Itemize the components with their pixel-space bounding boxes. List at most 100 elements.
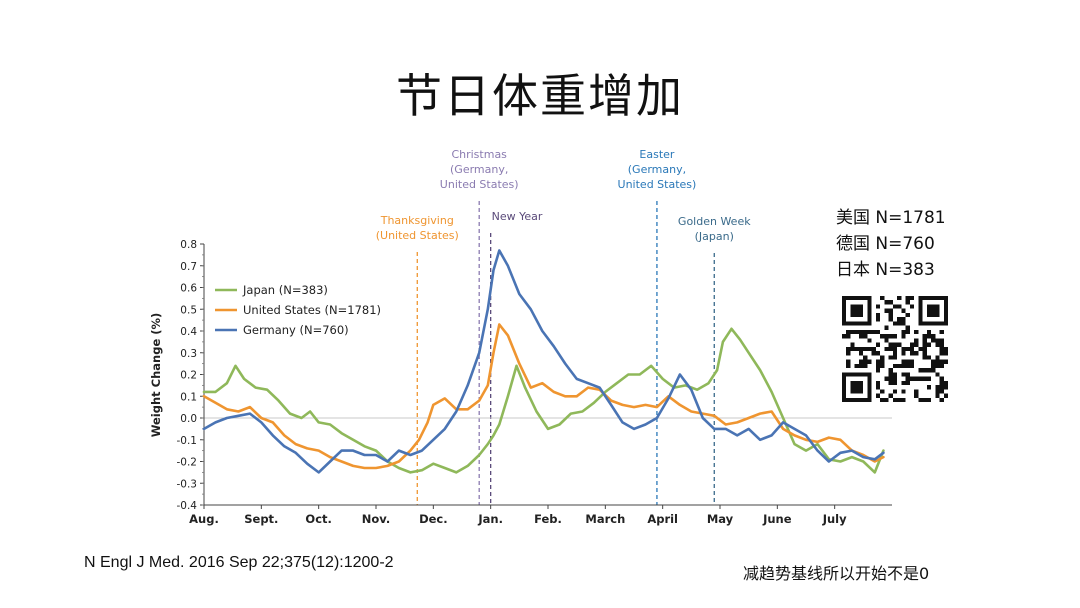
qr-cell [858,329,864,335]
qr-cell [875,329,881,335]
qr-cell [846,329,851,335]
qr-cell [922,376,927,381]
qr-cell [892,380,898,386]
qr-cell [939,338,944,343]
qr-cell [863,346,868,352]
qr-cell [931,334,936,339]
qr-cell [909,304,915,309]
sample-size-japan: 日本 N=383 [836,260,935,280]
qr-cell [846,359,851,364]
y-tick-label: 0.2 [180,370,197,382]
qr-cell [905,312,910,318]
qr-cell [918,346,923,352]
qr-cell [935,359,940,364]
qr-cell [901,334,906,339]
qr-cell [854,329,859,335]
holiday-label: Christmas [451,148,507,161]
qr-cell [926,355,932,360]
qr-cell [905,325,910,330]
qr-cell [943,385,948,390]
holiday-label: Thanksgiving [380,214,454,227]
qr-cell [939,351,944,356]
qr-cell [939,329,944,335]
qr-cell [850,342,855,347]
holiday-label: (United States) [376,229,459,242]
qr-code-icon [842,296,948,402]
qr-cell [842,334,847,339]
qr-cell [888,308,893,313]
qr-cell [875,342,881,347]
qr-cell [939,359,944,364]
qr-cell [918,376,923,381]
holiday-label: United States) [440,178,519,191]
qr-cell [884,300,889,305]
y-tick-label: 0.0 [180,413,197,425]
qr-cell [892,321,898,326]
qr-cell [905,346,910,352]
qr-cell [875,393,881,398]
qr-cell [943,346,948,352]
qr-cell [871,329,876,335]
qr-cell [935,363,940,369]
qr-cell [875,359,881,364]
y-axis-label: Weight Change (%) [149,313,163,438]
holiday-label: New Year [492,210,543,223]
qr-cell [858,351,864,356]
qr-cell [892,334,898,339]
qr-cell [901,351,906,356]
qr-cell [892,372,898,377]
series-line [202,327,885,474]
qr-cell [850,380,864,394]
qr-cell [850,329,855,335]
qr-cell [926,376,932,381]
y-tick-label: 0.3 [180,348,197,360]
qr-cell [875,363,881,369]
qr-cell [918,368,923,373]
qr-cell [901,346,906,352]
qr-cell [926,304,940,318]
qr-cell [897,342,902,347]
qr-cell [909,342,915,347]
series-lines [202,249,885,474]
qr-cell [884,397,889,402]
qr-cell [909,376,915,381]
qr-cell [880,389,885,394]
qr-cell [884,346,889,352]
qr-cell [914,342,919,347]
qr-cell [922,338,927,343]
qr-cell [892,363,898,369]
qr-cell [909,351,915,356]
qr-cell [854,346,859,352]
qr-cell [880,363,885,369]
qr-cell [897,321,902,326]
y-tick-label: 0.4 [180,326,197,338]
qr-cell [939,397,944,402]
qr-cell [931,359,936,364]
qr-cell [888,376,893,381]
qr-cell [901,372,906,377]
y-tick-label: 0.8 [180,239,197,251]
qr-cell [846,346,851,352]
qr-cell [914,389,919,394]
qr-cell [914,393,919,398]
qr-cell [939,380,944,386]
qr-cell [922,368,927,373]
qr-cell [922,342,927,347]
qr-cell [926,342,932,347]
x-tick-label: May [707,512,734,526]
qr-cell [935,389,940,394]
qr-cell [892,351,898,356]
qr-cell [888,346,893,352]
qr-cell [854,363,859,369]
qr-cell [901,397,906,402]
qr-cell [875,380,881,386]
x-tick-label: Nov. [362,512,390,526]
holiday-label: Golden Week [678,215,751,228]
qr-cell [935,393,940,398]
qr-cell [905,300,910,305]
qr-cell [897,296,902,301]
qr-cell [922,351,927,356]
qr-cell [880,334,885,339]
qr-cell [888,312,893,318]
qr-cell [926,334,932,339]
